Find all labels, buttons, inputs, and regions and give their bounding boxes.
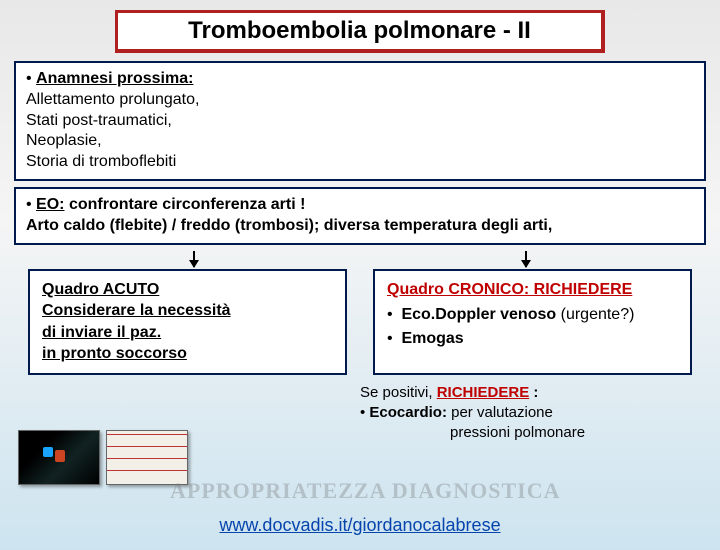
watermark-text: APPROPRIATEZZA DIAGNOSTICA [170,478,560,504]
eo-line1: confrontare circonferenza arti ! [69,196,306,213]
arrow-row [28,251,692,269]
bullet: • [387,304,397,326]
page-title: Tromboembolia polmonare - II [115,10,605,53]
anamnesi-line: Stati post-traumatici, [26,111,694,132]
anamnesi-line: Allettamento prolungato, [26,90,694,111]
echo-thumbnail-icon [18,430,100,485]
thumbnail-row [18,430,188,485]
bullet: • [387,328,397,350]
acuto-l2: Considerare la necessità [42,300,333,322]
bottom-block: Se positivi, RICHIEDERE : • Ecocardio: p… [360,383,706,444]
eo-line2: Arto caldo (flebite) / freddo (trombosi)… [26,216,694,237]
acuto-box: Quadro ACUTO Considerare la necessità di… [28,269,347,375]
acuto-l4: in pronto soccorso [42,343,333,365]
footer-link-wrap: www.docvadis.it/giordanocalabrese [0,515,720,536]
anamnesi-line: Neoplasie, [26,131,694,152]
bullet: • [360,404,369,421]
bottom-l2-label: Ecocardio: [369,404,447,421]
bullet: • [26,70,36,87]
arrow-down-icon [525,251,527,267]
cronico-box: Quadro CRONICO: RICHIEDERE • Eco.Doppler… [373,269,692,375]
acuto-l1: Quadro ACUTO [42,279,333,301]
arrow-down-icon [193,251,195,267]
bottom-l3: pressioni polmonare [360,423,706,443]
anamnesi-box: • Anamnesi prossima: Allettamento prolun… [14,61,706,181]
anamnesi-line: Storia di tromboflebiti [26,152,694,173]
bottom-l1c: : [533,384,538,401]
cronico-item2: Emogas [401,330,463,347]
bottom-l1a: Se positivi, [360,384,437,401]
two-col-row: Quadro ACUTO Considerare la necessità di… [28,269,692,375]
bottom-l1b: RICHIEDERE [437,384,530,401]
bottom-l2-rest: per valutazione [451,404,553,421]
acuto-l3: di inviare il paz. [42,322,333,344]
cronico-item1: Eco.Doppler venoso [401,306,556,323]
ecg-thumbnail-icon [106,430,188,485]
footer-link[interactable]: www.docvadis.it/giordanocalabrese [219,515,500,535]
eo-box: • EO: confrontare circonferenza arti ! A… [14,187,706,245]
anamnesi-heading: Anamnesi prossima: [36,70,193,87]
bullet: • [26,196,36,213]
eo-heading: EO: [36,196,64,213]
cronico-heading: Quadro CRONICO: RICHIEDERE [387,279,678,301]
cronico-item1-paren: (urgente?) [561,306,635,323]
